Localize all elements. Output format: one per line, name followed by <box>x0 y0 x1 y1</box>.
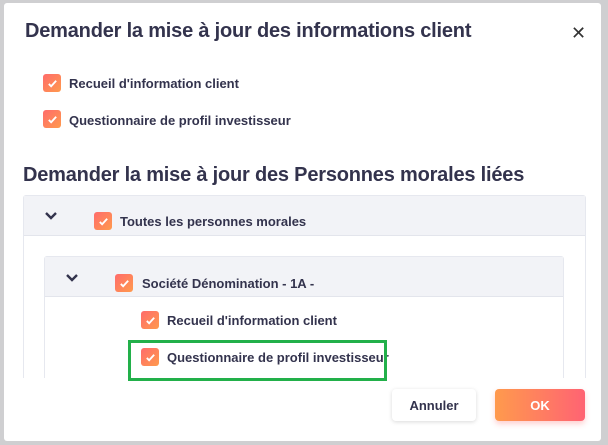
checkbox-entity-client-info[interactable] <box>141 311 159 329</box>
all-entities-header[interactable]: Toutes les personnes morales <box>24 196 585 236</box>
checkbox-label: Questionnaire de profil investisseur <box>69 113 291 128</box>
checkbox-label: Société Dénomination - 1A - <box>142 276 315 291</box>
ok-button[interactable]: OK <box>495 389 585 421</box>
check-icon <box>119 279 129 288</box>
check-icon <box>98 217 108 226</box>
cancel-button[interactable]: Annuler <box>392 389 476 421</box>
check-icon <box>47 79 57 88</box>
checkbox-entity-investor-profile[interactable] <box>141 348 159 366</box>
checkbox-label: Recueil d'information client <box>167 313 337 328</box>
update-request-dialog: Demander la mise à jour des informations… <box>4 3 601 441</box>
checkbox-entity[interactable] <box>115 274 133 292</box>
check-icon <box>47 115 57 124</box>
checkbox-investor-profile[interactable] <box>43 110 61 128</box>
chevron-down-icon[interactable] <box>65 273 79 283</box>
entity-header[interactable]: Société Dénomination - 1A - <box>45 257 563 297</box>
checkbox-label: Toutes les personnes morales <box>120 214 307 229</box>
check-icon <box>145 316 155 325</box>
checkbox-client-info[interactable] <box>43 74 61 92</box>
highlight-box <box>128 340 387 381</box>
section-title: Demander la mise à jour des Personnes mo… <box>23 164 525 186</box>
close-icon[interactable]: ✕ <box>571 23 587 43</box>
dialog-title: Demander la mise à jour des informations… <box>25 20 472 42</box>
check-icon <box>145 353 155 362</box>
checkbox-label: Questionnaire de profil investisseur <box>167 350 389 365</box>
checkbox-all-entities[interactable] <box>94 212 112 230</box>
chevron-down-icon[interactable] <box>44 211 58 221</box>
checkbox-label: Recueil d'information client <box>69 76 239 91</box>
